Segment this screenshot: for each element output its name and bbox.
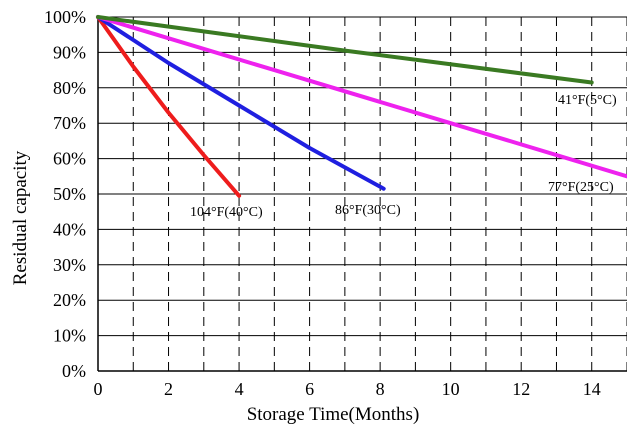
y-tick-label: 40% xyxy=(53,219,86,239)
x-tick-label: 4 xyxy=(235,379,244,399)
x-tick-label: 14 xyxy=(583,379,601,399)
y-tick-label: 70% xyxy=(53,113,86,133)
grid xyxy=(97,16,627,372)
series-label: 86°F(30°C) xyxy=(335,203,401,218)
series-label: 77°F(25°C) xyxy=(548,180,614,195)
series-lines xyxy=(96,15,627,198)
y-tick-label: 10% xyxy=(53,326,86,346)
y-axis-title: Residual capacity xyxy=(10,150,31,285)
y-tick-label: 50% xyxy=(53,184,86,204)
x-tick-label: 8 xyxy=(376,379,385,399)
y-tick-label: 80% xyxy=(53,78,86,98)
y-tick-label: 60% xyxy=(53,149,86,169)
series-line xyxy=(96,15,627,179)
x-tick-label: 2 xyxy=(164,379,173,399)
x-tick-labels: 0 2 4 6 8 10 12 14 xyxy=(94,379,601,399)
series-label: 41°F(5°C) xyxy=(558,93,617,108)
x-tick-label: 10 xyxy=(442,379,460,399)
y-tick-label: 20% xyxy=(53,290,86,310)
x-tick-label: 0 xyxy=(94,379,103,399)
y-tick-label: 0% xyxy=(62,361,86,381)
series-line xyxy=(96,15,386,191)
x-axis-title: Storage Time(Months) xyxy=(247,404,420,425)
series-labels: 104°F(40°C) 86°F(30°C) 77°F(25°C) 41°F(5°C) xyxy=(190,93,617,220)
series-line xyxy=(96,15,594,85)
x-tick-label: 6 xyxy=(305,379,314,399)
x-tick-label: 12 xyxy=(512,379,530,399)
y-tick-label: 30% xyxy=(53,255,86,275)
y-tick-labels: 0% 10% 20% 30% 40% 50% 60% 70% 80% 90% 100% xyxy=(44,7,86,381)
series-line xyxy=(96,15,242,198)
series-label: 104°F(40°C) xyxy=(190,205,263,220)
y-tick-label: 90% xyxy=(53,42,86,62)
y-tick-label: 100% xyxy=(44,7,86,27)
